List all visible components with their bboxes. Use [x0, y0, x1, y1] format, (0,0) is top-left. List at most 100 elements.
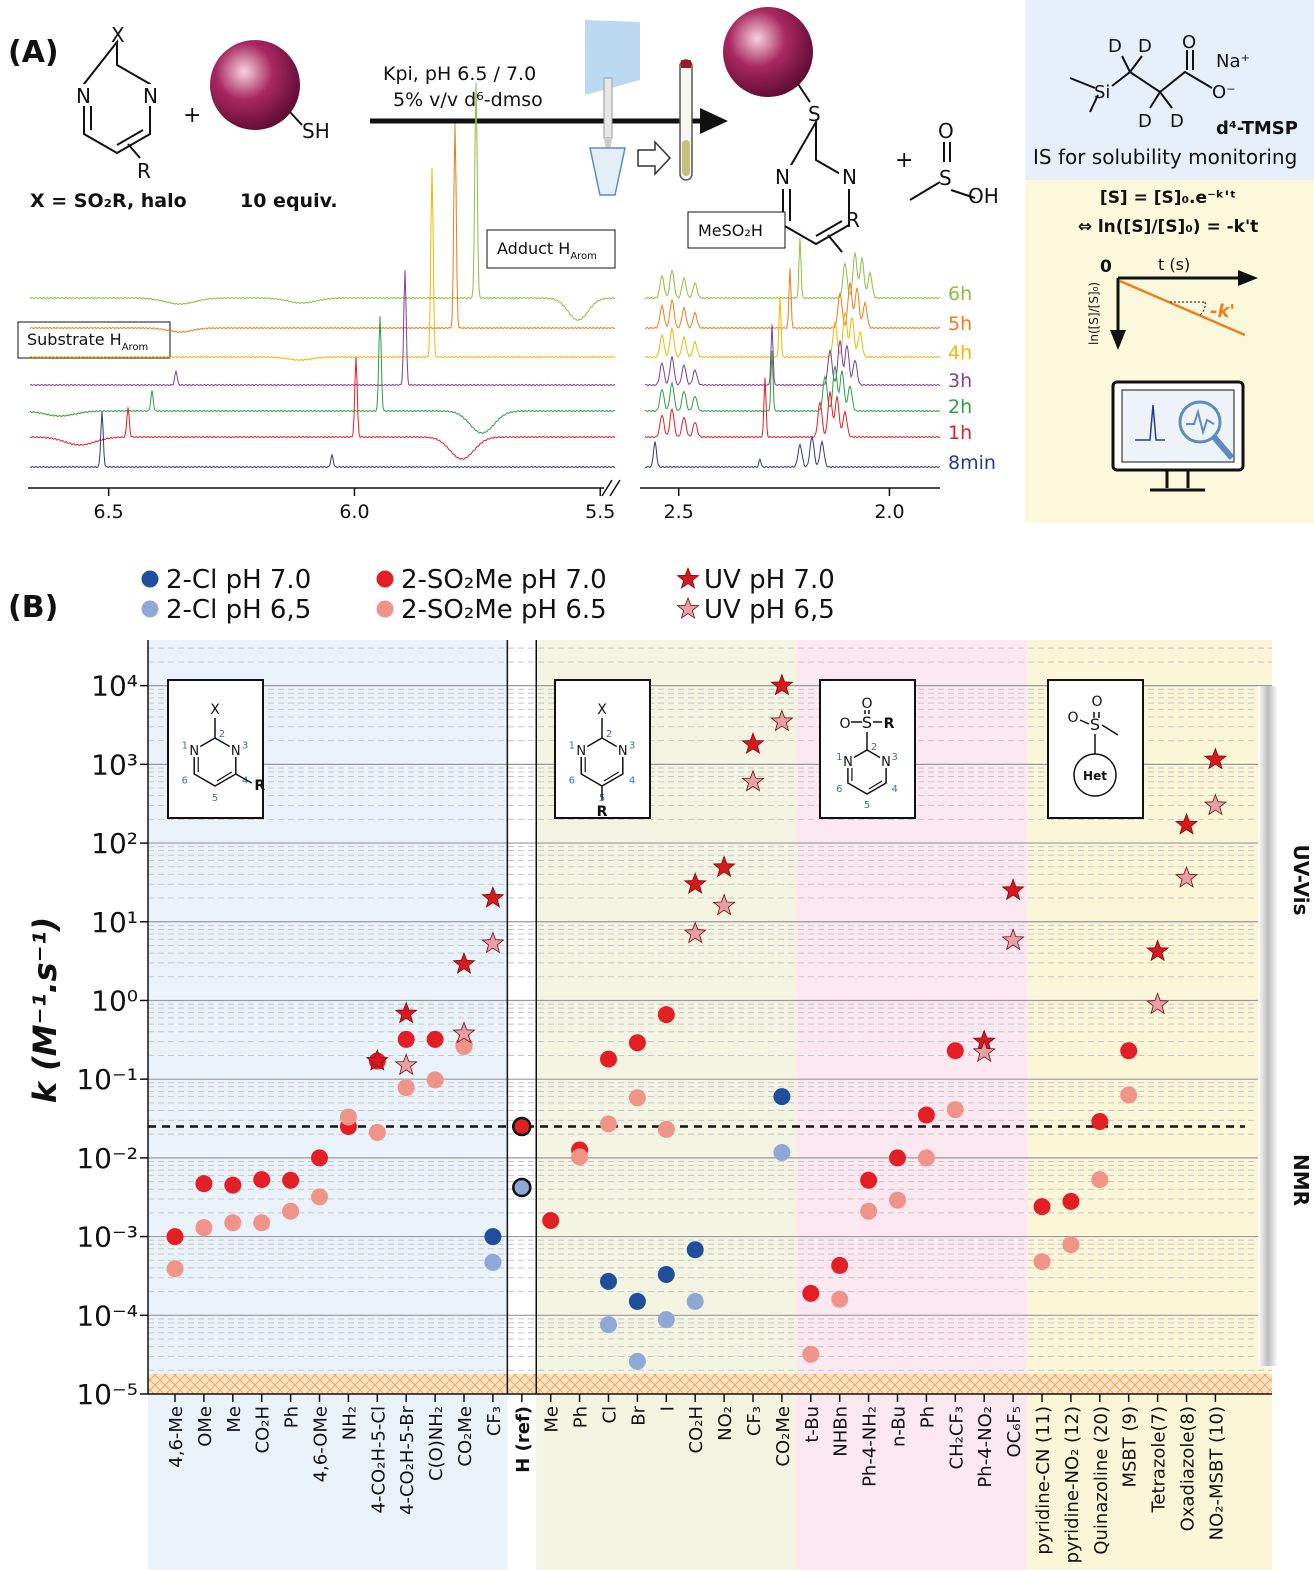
star-marker	[676, 596, 700, 619]
atom: X	[210, 702, 220, 718]
spectrum-trace	[644, 237, 941, 300]
point	[1091, 1112, 1109, 1130]
atom: N	[618, 744, 628, 759]
x-tick-label: 4,6-OMe	[311, 1406, 332, 1482]
time-label: 8min	[948, 452, 996, 474]
y-tick-label: 10⁻⁵	[76, 1378, 138, 1411]
caption: X = SO₂R, halo	[30, 190, 187, 212]
axis-label: ln([S]/[S]₀)	[1087, 282, 1101, 345]
x-tick-label: OC₆F₅	[1004, 1406, 1025, 1458]
equation: ⇔ ln([S]/[S]₀) = -k't	[1078, 217, 1259, 237]
atom: O	[1091, 694, 1102, 710]
y-tick-label: 10³	[91, 748, 138, 781]
spectrum-trace	[644, 296, 941, 359]
x-tick-label: C(O)NH₂	[426, 1406, 447, 1481]
spectrum-label-main: Adduct H	[497, 239, 570, 258]
standard-caption: IS for solubility monitoring	[1033, 145, 1297, 169]
bond	[1079, 719, 1090, 725]
atom-bg	[841, 753, 854, 768]
point	[628, 1034, 646, 1052]
point	[628, 1352, 646, 1370]
x-tick-label: CH₂CF₃	[946, 1406, 967, 1469]
side-label: UV-Vis	[1289, 845, 1313, 916]
point	[657, 1311, 675, 1329]
time-label: 1h	[948, 422, 972, 444]
ring-number: 3	[629, 741, 635, 752]
point	[512, 1116, 532, 1137]
star-marker	[481, 885, 505, 908]
spectrum-trace	[30, 82, 616, 321]
x-tick-label: Ph	[917, 1406, 938, 1428]
spectrum-trace	[29, 357, 616, 460]
x-tick-label: Ph-4-NO₂	[975, 1406, 996, 1488]
point	[311, 1188, 328, 1206]
conditions: 5% v/v d⁶-dmso	[393, 89, 543, 111]
bead	[210, 40, 300, 130]
point	[484, 1253, 502, 1271]
point	[1033, 1198, 1051, 1216]
star-marker	[1145, 939, 1170, 962]
substituent: X	[111, 23, 125, 47]
star-marker	[683, 872, 707, 895]
ring-number: 2	[219, 729, 225, 740]
point	[426, 1071, 444, 1089]
ring-number: 3	[891, 752, 897, 763]
atom-bg	[229, 742, 242, 757]
star-marker	[741, 769, 765, 792]
point	[831, 1256, 849, 1274]
star-marker	[712, 855, 736, 878]
atom: Si	[1094, 82, 1110, 103]
star-marker	[676, 566, 700, 589]
spectra: 6h 5h 4h 3h 2h 1h 8min 6.5 6.0 5.5 2.5 2.0	[28, 82, 996, 523]
point	[773, 1088, 791, 1106]
atom: D	[1170, 111, 1184, 132]
spectrum-trace	[644, 324, 941, 387]
atom: N	[881, 755, 891, 770]
point	[600, 1316, 617, 1334]
insets: NN123456XRNN123456XRNN123456SOORHetSOO	[167, 679, 1144, 820]
point	[224, 1214, 242, 1232]
point	[455, 1038, 473, 1056]
bond	[235, 773, 253, 784]
point	[397, 1079, 415, 1097]
point	[224, 1176, 242, 1194]
ring-number: 1	[836, 752, 842, 763]
spectrum-trace	[29, 123, 616, 334]
ring-number: 4	[242, 775, 248, 786]
bond	[1101, 724, 1119, 736]
x-tick-label: t-Bu	[802, 1406, 823, 1443]
atom: O	[861, 696, 872, 712]
standard-name: d⁴-TMSP	[1216, 118, 1298, 139]
equation: [S] = [S]₀.e⁻ᵏ'ᵗ	[1100, 188, 1236, 208]
atom-bg	[74, 84, 94, 106]
ring-number: 5	[864, 800, 870, 811]
plus: +	[183, 103, 201, 128]
inset-box	[167, 679, 264, 819]
x-tick-label: 4-CO₂H-5-Br	[397, 1405, 418, 1515]
point	[917, 1149, 935, 1167]
star-marker	[365, 1048, 389, 1071]
point	[571, 1148, 589, 1166]
ring-number: 6	[182, 775, 188, 786]
substituent: R	[846, 208, 860, 232]
point	[946, 1042, 964, 1060]
time-label: 4h	[948, 342, 972, 364]
spectrum-label: Adduct HArom	[497, 239, 597, 262]
arrow-head	[700, 108, 728, 134]
atom: O⁻	[1212, 82, 1236, 103]
point	[282, 1171, 300, 1189]
legend-label: 2-Cl pH 6,5	[166, 595, 311, 625]
ring-number: 2	[606, 729, 612, 740]
x-tick-label: CF₃	[744, 1406, 765, 1436]
point	[831, 1290, 849, 1308]
panel-label: (A)	[8, 35, 59, 70]
star-marker	[1001, 928, 1025, 951]
product-ring	[782, 83, 850, 253]
star-marker	[741, 732, 765, 755]
x-tick-label: OMe	[195, 1406, 216, 1447]
point	[889, 1191, 906, 1209]
ring-number: 6	[836, 784, 842, 795]
label-box	[486, 229, 616, 269]
point	[917, 1106, 935, 1124]
